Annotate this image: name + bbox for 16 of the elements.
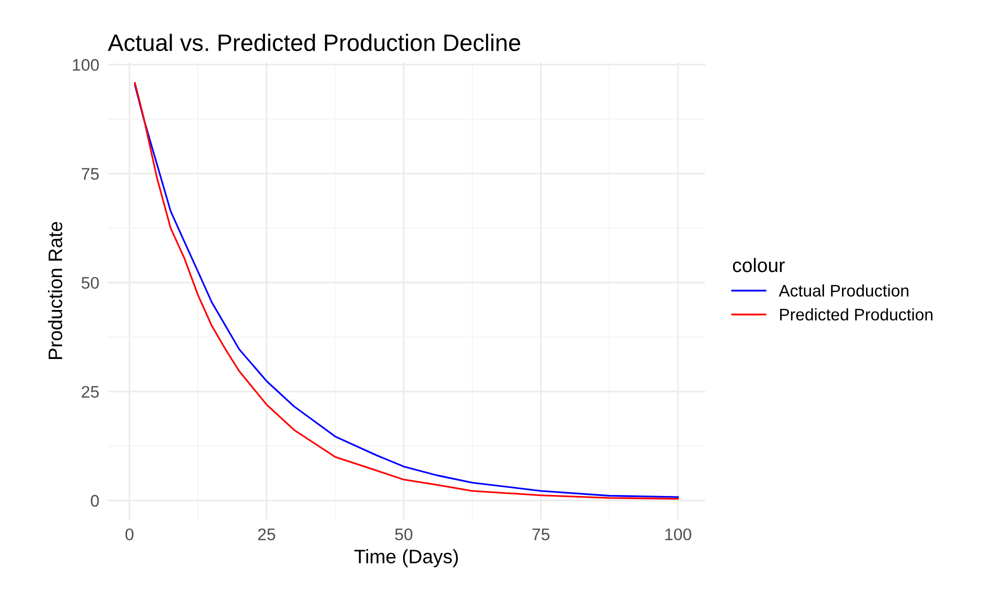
y-axis-title: Production Rate <box>48 222 62 359</box>
y-tick-label: 0 <box>90 494 99 507</box>
x-axis-title: Time (Days) <box>354 549 458 568</box>
y-tick-label: 75 <box>82 168 99 180</box>
x-tick-label: 75 <box>532 528 550 540</box>
x-tick-label: 0 <box>125 528 134 540</box>
x-tick-label: 100 <box>665 528 692 540</box>
legend-title: colour <box>732 258 785 272</box>
y-tick-label: 100 <box>72 59 99 71</box>
y-tick-label: 25 <box>82 386 99 398</box>
x-tick-label: 50 <box>395 528 412 540</box>
x-tick-label: 25 <box>258 528 276 540</box>
legend-label: Predicted Production <box>780 308 932 320</box>
y-tick-label: 50 <box>82 276 99 289</box>
chart-title: Actual vs. Predicted Production Decline <box>108 34 520 52</box>
legend-label: Actual Production <box>778 284 908 297</box>
